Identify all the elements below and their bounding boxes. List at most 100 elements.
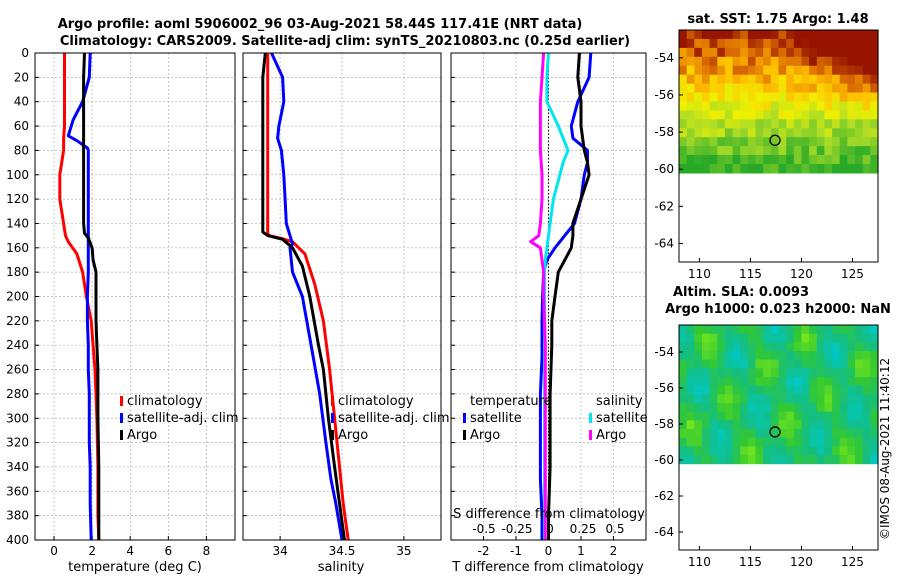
x-tick-label: -1 bbox=[510, 544, 522, 558]
map-cell bbox=[747, 429, 757, 439]
x-tick-label: 34 bbox=[272, 544, 287, 558]
map-cell bbox=[855, 56, 864, 67]
map-cell bbox=[847, 351, 856, 361]
map-cell bbox=[847, 385, 856, 395]
map-cell bbox=[793, 368, 803, 378]
map-cell bbox=[709, 325, 718, 335]
map-cell bbox=[755, 377, 764, 387]
map-cell bbox=[824, 74, 833, 85]
map-cell bbox=[793, 128, 803, 138]
map-cell bbox=[686, 342, 695, 352]
map-cell bbox=[786, 101, 795, 111]
map-cell bbox=[847, 101, 856, 111]
map-cell bbox=[755, 429, 764, 439]
map-cell bbox=[747, 403, 757, 413]
map-cell bbox=[686, 454, 695, 465]
map-cell bbox=[732, 146, 741, 156]
map-cell bbox=[702, 342, 711, 352]
map-cell bbox=[839, 83, 848, 94]
map-cell bbox=[793, 385, 803, 395]
map-cell bbox=[786, 155, 795, 165]
map-cell bbox=[732, 385, 741, 395]
map-cell bbox=[747, 333, 757, 343]
map-cell bbox=[694, 325, 703, 335]
map-cell bbox=[770, 342, 780, 352]
map-cell bbox=[816, 146, 826, 156]
map-cell bbox=[732, 164, 741, 174]
map-cell bbox=[686, 119, 695, 129]
argo-position-marker bbox=[769, 426, 781, 438]
map-cell bbox=[816, 420, 826, 430]
map-cell bbox=[717, 394, 726, 404]
map-cell bbox=[702, 164, 711, 174]
map-cell bbox=[816, 47, 826, 58]
map-cell bbox=[686, 403, 695, 413]
map-cell bbox=[770, 128, 780, 138]
map-cell bbox=[732, 333, 741, 343]
map-cell bbox=[786, 394, 795, 404]
map-cell bbox=[862, 359, 871, 369]
map-cell bbox=[679, 30, 688, 40]
map-cell bbox=[763, 429, 772, 439]
map-cell bbox=[694, 56, 703, 67]
map-cell bbox=[763, 342, 772, 352]
map-cell bbox=[870, 65, 879, 76]
map-cell bbox=[847, 359, 856, 369]
s-tick: 0 bbox=[546, 522, 554, 536]
map-cell bbox=[816, 411, 826, 421]
map-cell bbox=[747, 368, 757, 378]
map-cell bbox=[747, 65, 757, 76]
map-cell bbox=[839, 164, 848, 174]
legend-swatch-satellite bbox=[120, 413, 123, 423]
map-cell bbox=[862, 454, 871, 465]
map-y-tick-label: -54 bbox=[654, 345, 674, 359]
map-cell bbox=[832, 394, 841, 404]
map-cell bbox=[747, 38, 757, 49]
x-tick-label: -2 bbox=[478, 544, 490, 558]
map-cell bbox=[801, 155, 810, 165]
x-tick-label: 2 bbox=[88, 544, 96, 558]
map-cell bbox=[793, 454, 803, 465]
map-cell bbox=[702, 155, 711, 165]
map-cell bbox=[832, 437, 841, 447]
map-cell bbox=[770, 74, 780, 85]
map-cell bbox=[770, 429, 780, 439]
map-cell bbox=[786, 47, 795, 58]
legend-label: satellite bbox=[470, 411, 522, 426]
map-cell bbox=[786, 164, 795, 174]
map-cell bbox=[770, 377, 780, 387]
map-cell bbox=[801, 351, 810, 361]
map-cell bbox=[679, 47, 688, 58]
map-cell bbox=[740, 137, 749, 147]
map-y-tick-label: -58 bbox=[654, 125, 674, 139]
legend-label: Argo bbox=[338, 428, 368, 443]
map-cell bbox=[855, 155, 864, 165]
map-cell bbox=[755, 30, 764, 40]
map-cell bbox=[870, 342, 879, 352]
map-cell bbox=[679, 385, 688, 395]
map-cell bbox=[740, 333, 749, 343]
map-cell bbox=[717, 128, 726, 138]
map-cell bbox=[847, 110, 856, 120]
map-cell bbox=[755, 38, 764, 49]
map-cell bbox=[686, 56, 695, 67]
map-cell bbox=[847, 403, 856, 413]
map-cell bbox=[747, 454, 757, 465]
map-cell bbox=[724, 454, 734, 465]
map-cell bbox=[763, 377, 772, 387]
map-cell bbox=[702, 359, 711, 369]
map-cell bbox=[793, 342, 803, 352]
map-cell bbox=[801, 394, 810, 404]
map-cell bbox=[709, 394, 718, 404]
map-cell bbox=[740, 377, 749, 387]
map-cell bbox=[801, 164, 810, 174]
series-s-argo bbox=[529, 52, 547, 540]
map-cell bbox=[824, 446, 833, 456]
map-cell bbox=[770, 368, 780, 378]
map-cell bbox=[694, 437, 703, 447]
map-cell bbox=[870, 155, 879, 165]
map-cell bbox=[801, 368, 810, 378]
map-cell bbox=[763, 385, 772, 395]
map-cell bbox=[832, 385, 841, 395]
plot-frame bbox=[450, 52, 647, 541]
